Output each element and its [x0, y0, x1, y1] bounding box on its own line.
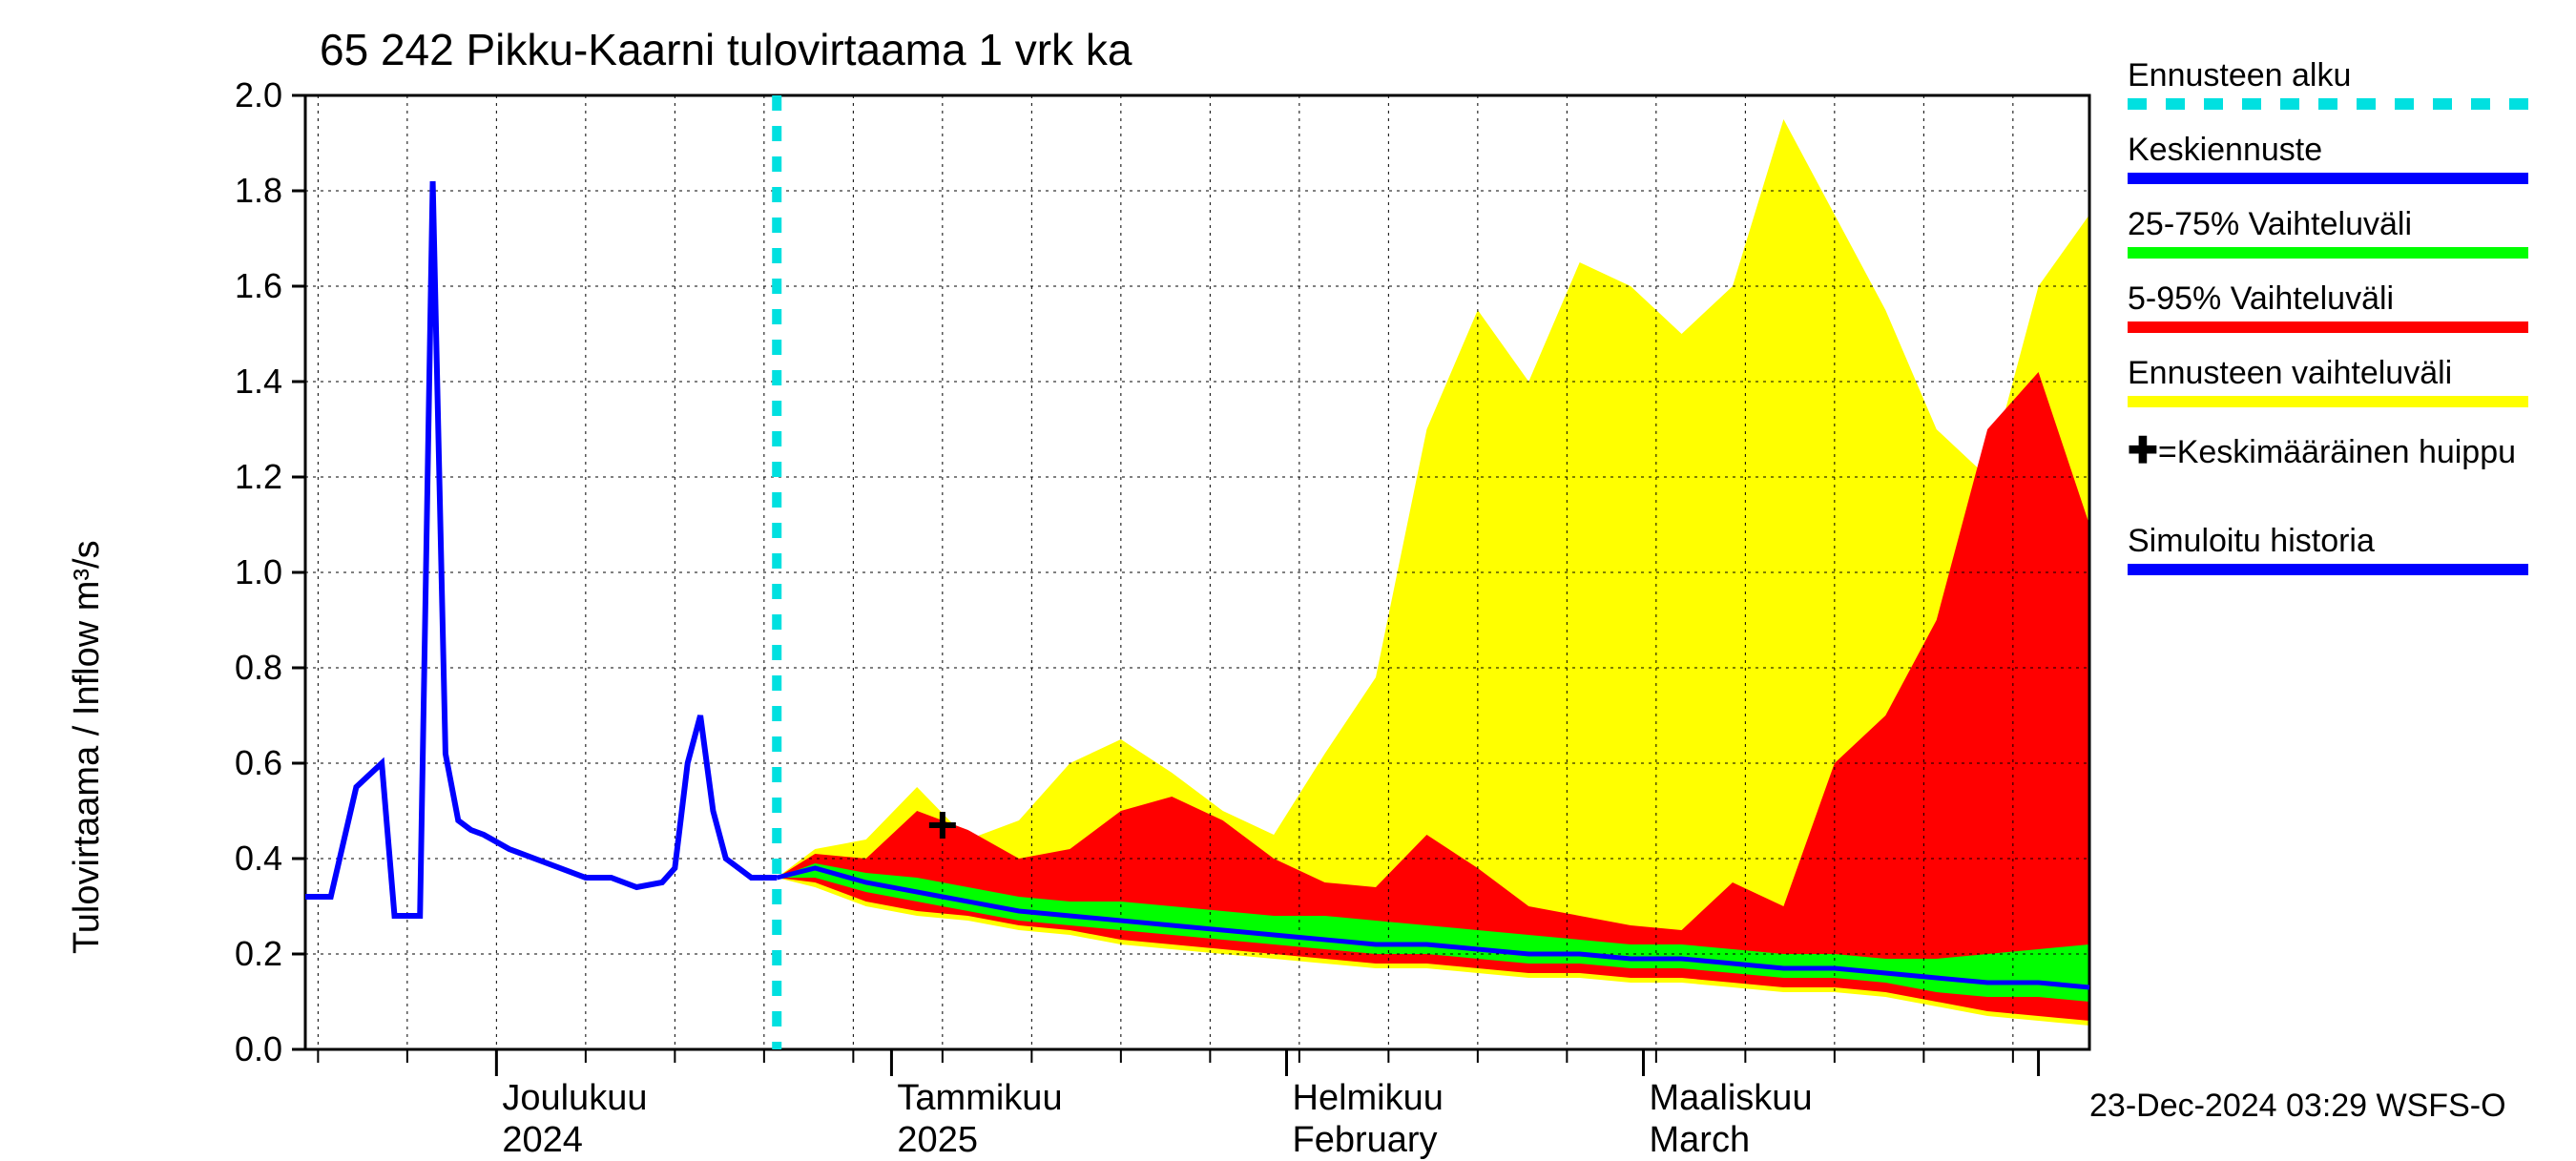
svg-text:0.6: 0.6 — [235, 743, 282, 782]
legend-label: Keskiennuste — [2128, 132, 2528, 169]
svg-text:1.0: 1.0 — [235, 552, 282, 591]
legend-label: Ennusteen vaihteluväli — [2128, 355, 2528, 392]
svg-text:1.2: 1.2 — [235, 457, 282, 496]
svg-text:0.4: 0.4 — [235, 839, 282, 878]
x-month-label: Helmikuu — [1293, 1078, 1444, 1119]
svg-text:2.0: 2.0 — [235, 75, 282, 114]
x-month-sublabel: 2024 — [502, 1120, 583, 1161]
legend-item: 25-75% Vaihteluväli — [2128, 206, 2528, 259]
legend-label: Simuloitu historia — [2128, 523, 2528, 560]
legend-item: Keskiennuste — [2128, 132, 2528, 184]
legend-label: Ennusteen alku — [2128, 57, 2528, 94]
legend-item: 5-95% Vaihteluväli — [2128, 280, 2528, 333]
svg-text:0.0: 0.0 — [235, 1029, 282, 1068]
svg-text:1.6: 1.6 — [235, 266, 282, 305]
x-month-sublabel: 2025 — [897, 1120, 978, 1161]
legend-swatch — [2128, 247, 2528, 259]
svg-text:1.4: 1.4 — [235, 362, 282, 401]
svg-text:0.2: 0.2 — [235, 934, 282, 973]
x-month-sublabel: February — [1293, 1120, 1438, 1161]
legend-item: ✚=Keskimääräinen huippu — [2128, 429, 2528, 472]
legend-item: Simuloitu historia — [2128, 523, 2528, 575]
x-month-label: Tammikuu — [897, 1078, 1062, 1119]
legend-item: Ennusteen vaihteluväli — [2128, 355, 2528, 407]
legend-label: 5-95% Vaihteluväli — [2128, 280, 2528, 318]
legend-swatch — [2128, 564, 2528, 575]
x-month-sublabel: March — [1650, 1120, 1751, 1161]
svg-text:0.8: 0.8 — [235, 648, 282, 687]
x-month-label: Joulukuu — [502, 1078, 647, 1119]
legend-swatch — [2128, 396, 2528, 407]
legend-item: Ennusteen alku — [2128, 57, 2528, 110]
legend-swatch — [2128, 321, 2528, 333]
legend-label: 25-75% Vaihteluväli — [2128, 206, 2528, 243]
legend-label: ✚=Keskimääräinen huippu — [2128, 429, 2528, 472]
legend-swatch — [2128, 173, 2528, 184]
svg-text:1.8: 1.8 — [235, 171, 282, 210]
legend-swatch — [2128, 98, 2528, 110]
x-month-label: Maaliskuu — [1650, 1078, 1813, 1119]
footer-timestamp: 23-Dec-2024 03:29 WSFS-O — [2089, 1088, 2506, 1125]
